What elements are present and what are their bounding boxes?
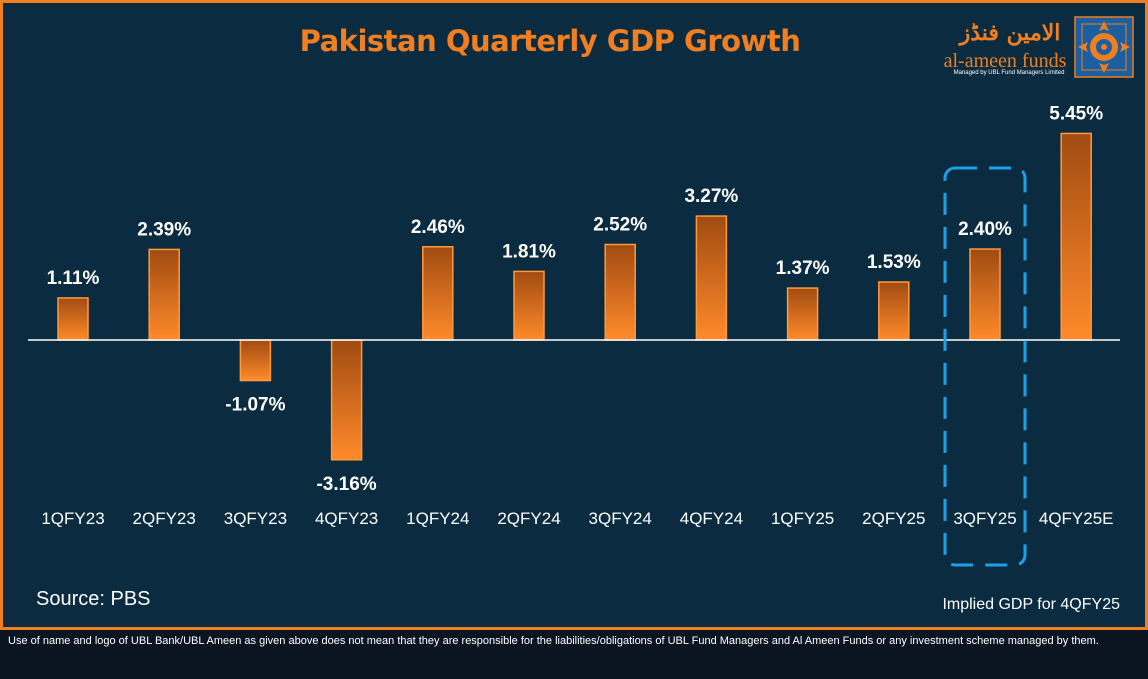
data-label-1QFY23: 1.11%	[47, 268, 100, 289]
data-label-1QFY24: 2.46%	[411, 217, 465, 238]
data-label-4QFY23: -3.16%	[316, 474, 376, 495]
bar-4QFY24	[695, 215, 728, 341]
x-tick-2QFY25: 2QFY25	[862, 509, 925, 528]
x-tick-4QFY24: 4QFY24	[680, 509, 743, 528]
data-label-4QFY25E: 5.45%	[1049, 103, 1103, 124]
x-tick-4QFY23: 4QFY23	[315, 509, 378, 528]
bar-2QFY24	[513, 270, 545, 341]
bar-4QFY23	[330, 339, 363, 461]
data-label-4QFY24: 3.27%	[684, 186, 738, 207]
highlight-box	[943, 166, 1027, 567]
implied-gdp-note: Implied GDP for 4QFY25	[942, 596, 1120, 613]
al-ameen-ornament-icon	[1074, 16, 1134, 78]
source-text: Source: PBS	[36, 588, 151, 610]
data-label-2QFY23: 2.39%	[137, 219, 191, 240]
bar-2QFY25	[878, 281, 910, 341]
bar-3QFY24	[604, 243, 636, 341]
x-tick-4QFY25E: 4QFY25E	[1039, 509, 1114, 528]
x-tick-3QFY25: 3QFY25	[953, 509, 1016, 528]
bar-2QFY23	[148, 248, 180, 341]
disclaimer-text: Use of name and logo of UBL Bank/UBL Ame…	[8, 635, 1099, 647]
chart-frame	[0, 0, 1148, 630]
data-label-3QFY25: 2.40%	[958, 219, 1012, 240]
data-label-1QFY25: 1.37%	[776, 258, 830, 279]
bar-1QFY24	[422, 246, 454, 341]
al-ameen-logo: الامین فنڈز al-ameen funds Managed by UB…	[940, 12, 1140, 84]
bar-4QFY25E	[1060, 132, 1092, 341]
data-label-3QFY23: -1.07%	[225, 395, 285, 416]
x-tick-3QFY24: 3QFY24	[589, 509, 652, 528]
bar-1QFY25	[786, 287, 819, 341]
bar-3QFY25	[969, 248, 1001, 341]
gdp-bar-chart: 1.11% 2.39% -1.07% -3.16% 2.46% 1.81% 2.52% 3.2…	[28, 103, 1120, 567]
bar-1QFY23	[57, 297, 89, 341]
data-label-2QFY25: 1.53%	[867, 252, 921, 273]
logo-subtext: Managed by UBL Fund Managers Limited	[953, 70, 1065, 76]
data-label-2QFY24: 1.81%	[502, 241, 556, 262]
x-tick-1QFY25: 1QFY25	[771, 509, 834, 528]
logo-english-text: al-ameen funds	[943, 50, 1067, 72]
x-tick-1QFY23: 1QFY23	[41, 509, 104, 528]
bar-3QFY23	[239, 339, 272, 382]
chart-title: Pakistan Quarterly GDP Growth	[299, 24, 801, 58]
x-tick-2QFY23: 2QFY23	[133, 509, 196, 528]
logo-urdu-text: الامین فنڈز	[959, 20, 1061, 46]
x-tick-2QFY24: 2QFY24	[497, 509, 560, 528]
x-tick-1QFY24: 1QFY24	[406, 509, 469, 528]
data-label-3QFY24: 2.52%	[593, 214, 647, 235]
x-tick-3QFY23: 3QFY23	[224, 509, 287, 528]
